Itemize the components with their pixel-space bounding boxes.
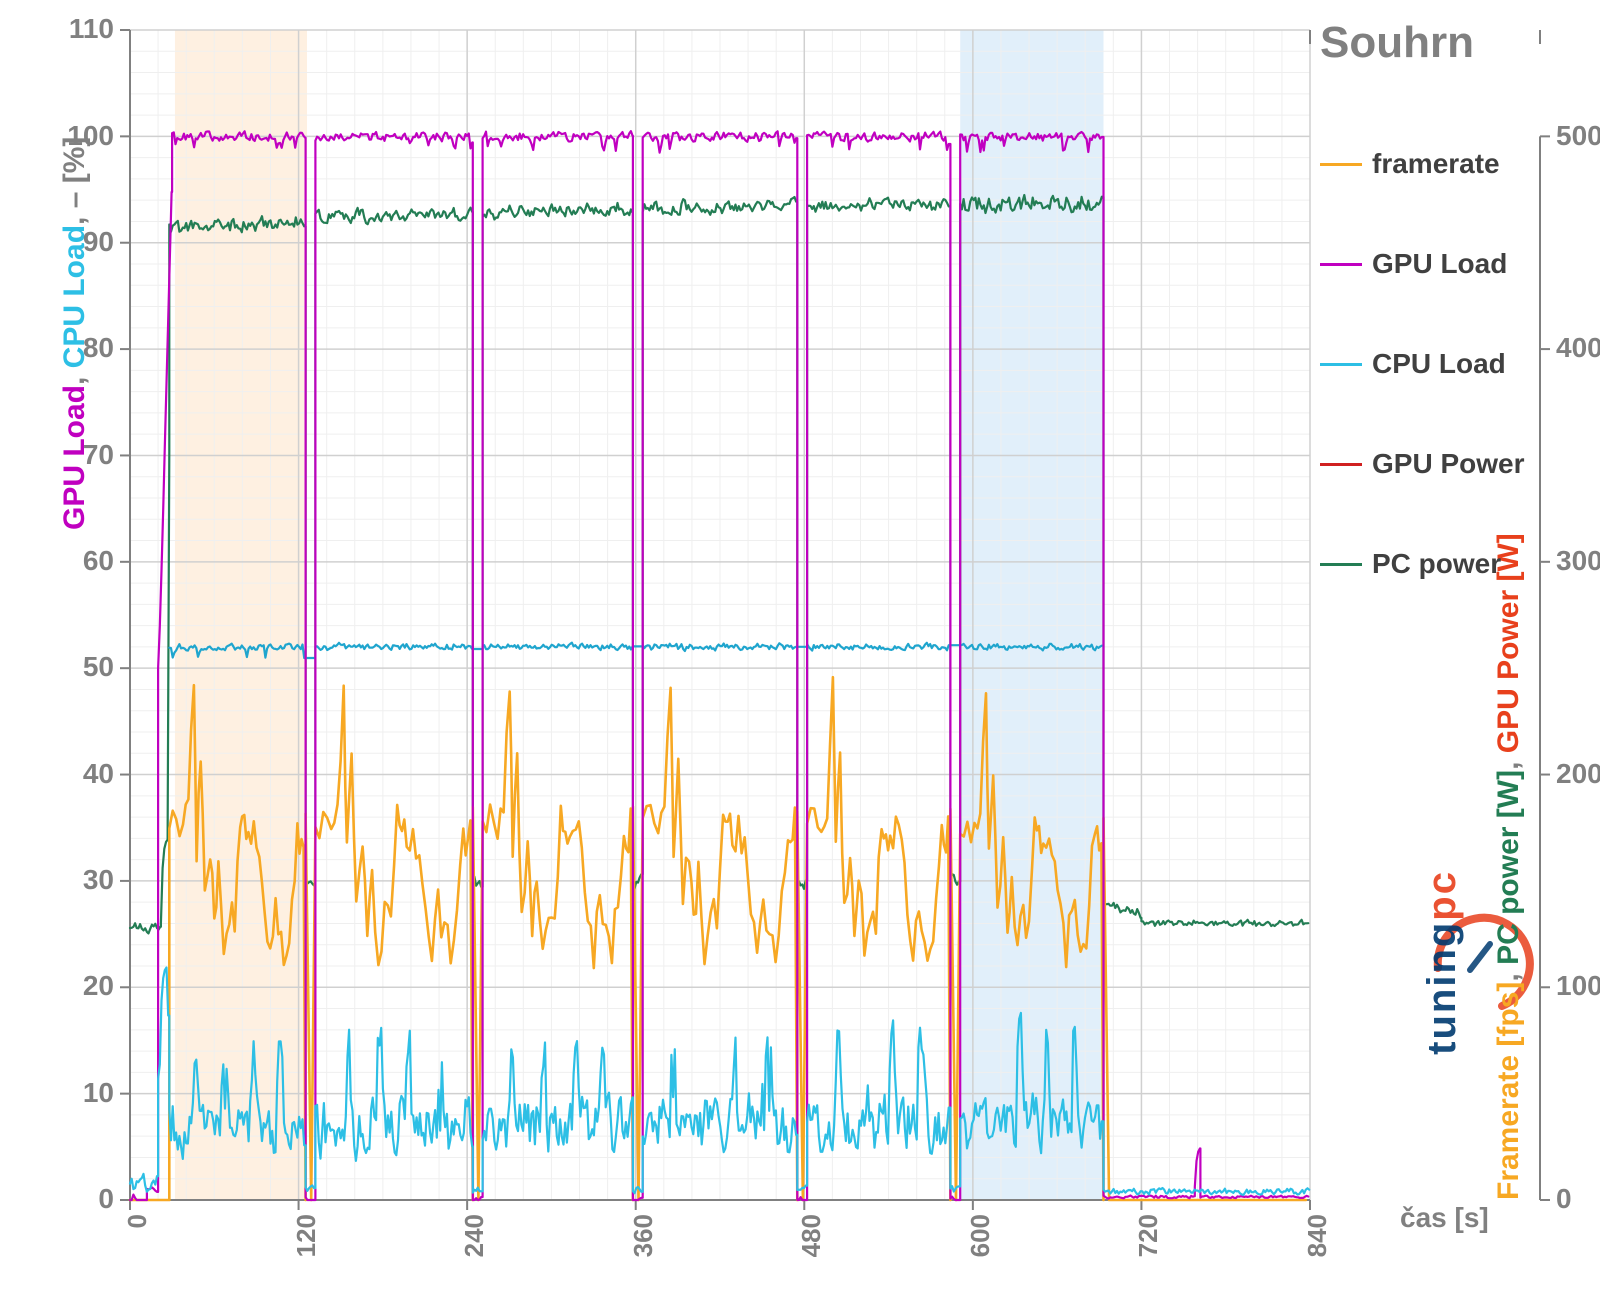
y-left-tick: 60 [83, 545, 114, 577]
legend-swatch [1320, 363, 1362, 366]
y-left-tick: 90 [83, 226, 114, 258]
y-left-tick: 80 [83, 332, 114, 364]
legend-item-gpu-power: GPU Power [1320, 448, 1524, 480]
x-tick: 240 [459, 1214, 490, 1257]
x-tick: 0 [122, 1214, 153, 1228]
y-left-tick: 40 [83, 758, 114, 790]
x-tick: 120 [291, 1214, 322, 1257]
legend-swatch [1320, 263, 1362, 266]
x-axis-label: čas [s] [1400, 1202, 1489, 1234]
chart-root: Souhrn GPU Load, CPU Load, – [%] Framera… [0, 0, 1600, 1314]
legend-swatch [1320, 463, 1362, 466]
y-right-tick: 400 [1556, 332, 1600, 364]
logo-pc: pc [1420, 870, 1464, 921]
y-left-tick: 50 [83, 651, 114, 683]
chart-title: Souhrn [1320, 18, 1474, 68]
y-left-tick: 30 [83, 864, 114, 896]
x-tick: 360 [628, 1214, 659, 1257]
y-left-tick: 10 [83, 1077, 114, 1109]
y-right-tick: 500 [1556, 120, 1600, 152]
x-tick: 480 [796, 1214, 827, 1257]
plot-svg [0, 0, 1600, 1314]
legend-item-gpu-load: GPU Load [1320, 248, 1507, 280]
x-tick: 720 [1133, 1214, 1164, 1257]
legend-label: GPU Power [1372, 448, 1524, 480]
legend-swatch [1320, 163, 1362, 166]
y-right-tick: 0 [1556, 1183, 1572, 1215]
y-left-tick: 20 [83, 970, 114, 1002]
legend-label: PC power [1372, 548, 1501, 580]
y-left-tick: 0 [98, 1183, 114, 1215]
y-left-tick: 100 [67, 120, 114, 152]
legend-swatch [1320, 563, 1362, 566]
y-right-tick: 300 [1556, 545, 1600, 577]
pctuning-logo: tuningpc [1420, 870, 1465, 1055]
x-tick: 600 [965, 1214, 996, 1257]
legend-item-framerate: framerate [1320, 148, 1500, 180]
legend-item-pc-power: PC power [1320, 548, 1501, 580]
legend-label: CPU Load [1372, 348, 1506, 380]
logo-gauge-needle [1470, 944, 1490, 970]
y-left-tick: 110 [69, 13, 114, 45]
y-right-tick: 200 [1556, 758, 1600, 790]
legend-item-cpu-load: CPU Load [1320, 348, 1506, 380]
legend-label: GPU Load [1372, 248, 1507, 280]
x-tick: 840 [1302, 1214, 1333, 1257]
y-right-tick: 100 [1556, 970, 1600, 1002]
logo-tuning: tuning [1420, 921, 1464, 1055]
legend-label: framerate [1372, 148, 1500, 180]
y-left-tick: 70 [83, 439, 114, 471]
